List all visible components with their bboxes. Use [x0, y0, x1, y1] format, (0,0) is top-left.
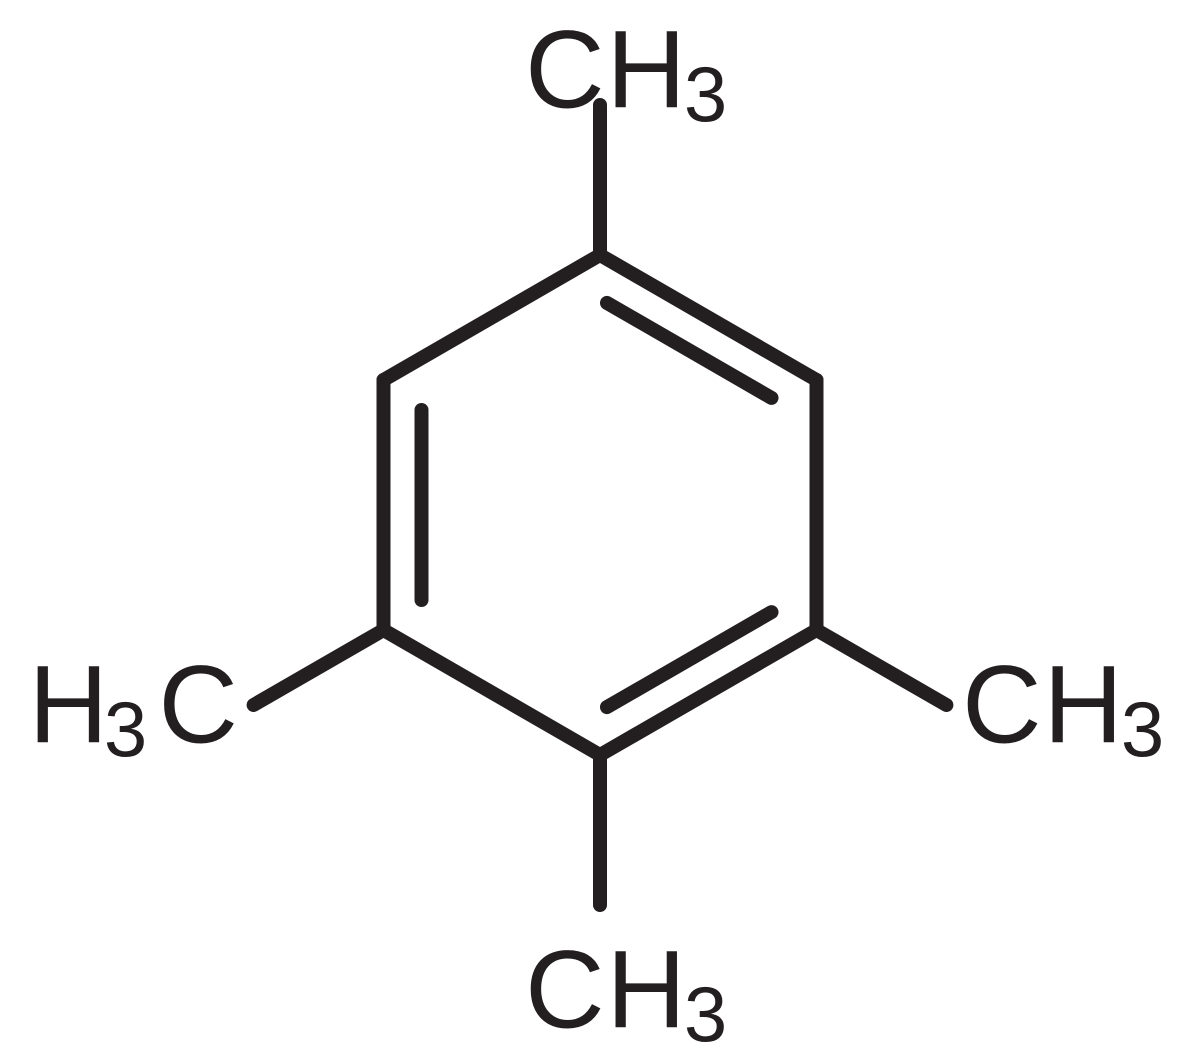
ring-double-bond [607, 303, 772, 398]
substituent-layer [254, 105, 947, 905]
bond-layer [384, 255, 817, 755]
methyl-H: H [29, 644, 108, 767]
methyl-C: C [962, 644, 1041, 767]
ring-bond [384, 630, 601, 755]
ring-double-bond [607, 612, 772, 707]
substituent-bond [254, 630, 384, 705]
substituent-bond [817, 630, 947, 705]
methyl-C: C [525, 929, 604, 1051]
methyl-sub: 3 [104, 685, 147, 773]
methyl-sub: 3 [684, 970, 727, 1051]
methyl-H: H [606, 9, 685, 132]
molecule-diagram: CH3CH3CH3CH3 [0, 0, 1200, 1051]
methyl-H: H [606, 929, 685, 1051]
methyl-sub: 3 [684, 50, 727, 138]
methyl-C: C [158, 644, 237, 767]
methyl-H: H [1043, 644, 1122, 767]
methyl-C: C [525, 9, 604, 132]
ring-bond [384, 255, 601, 380]
methyl-sub: 3 [1121, 685, 1164, 773]
